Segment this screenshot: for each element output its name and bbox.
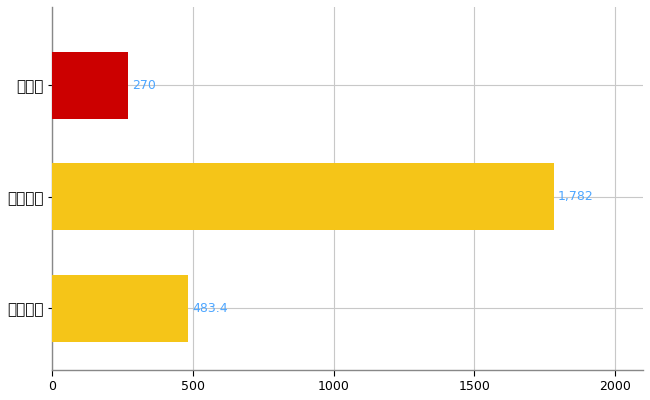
- Text: 1,782: 1,782: [558, 190, 593, 203]
- Text: 270: 270: [133, 78, 157, 92]
- Bar: [53, 163, 554, 230]
- Bar: [53, 52, 129, 118]
- Text: 483.4: 483.4: [192, 302, 228, 315]
- Bar: [53, 275, 188, 342]
